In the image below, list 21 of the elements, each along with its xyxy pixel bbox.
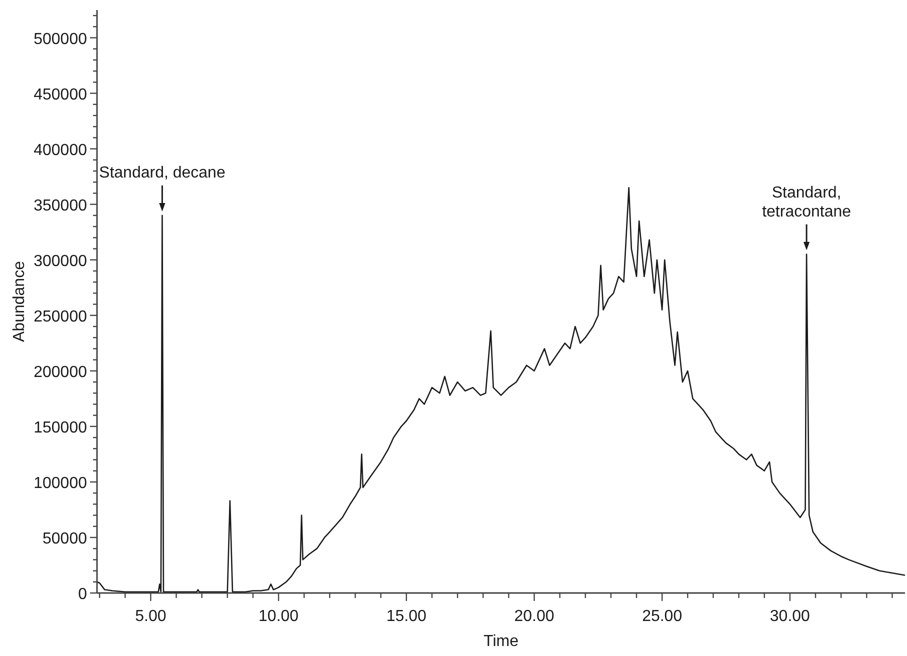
y-tick-label: 50000 <box>42 530 88 548</box>
y-tick-label: 400000 <box>34 142 88 159</box>
y-axis-title: Abundance <box>11 260 28 342</box>
x-tick-label: 10.00 <box>258 608 299 625</box>
y-tick-label: 100000 <box>34 474 88 492</box>
y-tick-label: 350000 <box>34 197 88 214</box>
annotation: Standard, tetracontane <box>762 184 852 220</box>
x-tick-label: 25.00 <box>642 608 682 625</box>
x-tick-label: 20.00 <box>514 608 554 625</box>
y-tick-label: 250000 <box>34 308 88 326</box>
x-tick-label: 30.00 <box>770 608 810 625</box>
y-tick-label: 200000 <box>34 364 88 381</box>
y-tick-label: 450000 <box>34 86 88 104</box>
x-tick-label: 5.00 <box>135 608 166 625</box>
x-tick-label: 15.00 <box>386 608 427 625</box>
y-tick-label: 150000 <box>34 419 88 436</box>
y-tick-label: 300000 <box>34 252 88 270</box>
y-tick-label: 500000 <box>34 30 88 48</box>
y-tick-label: 0 <box>78 586 88 603</box>
annotation: Standard, decane <box>99 164 226 182</box>
x-axis-title: Time <box>484 633 519 650</box>
